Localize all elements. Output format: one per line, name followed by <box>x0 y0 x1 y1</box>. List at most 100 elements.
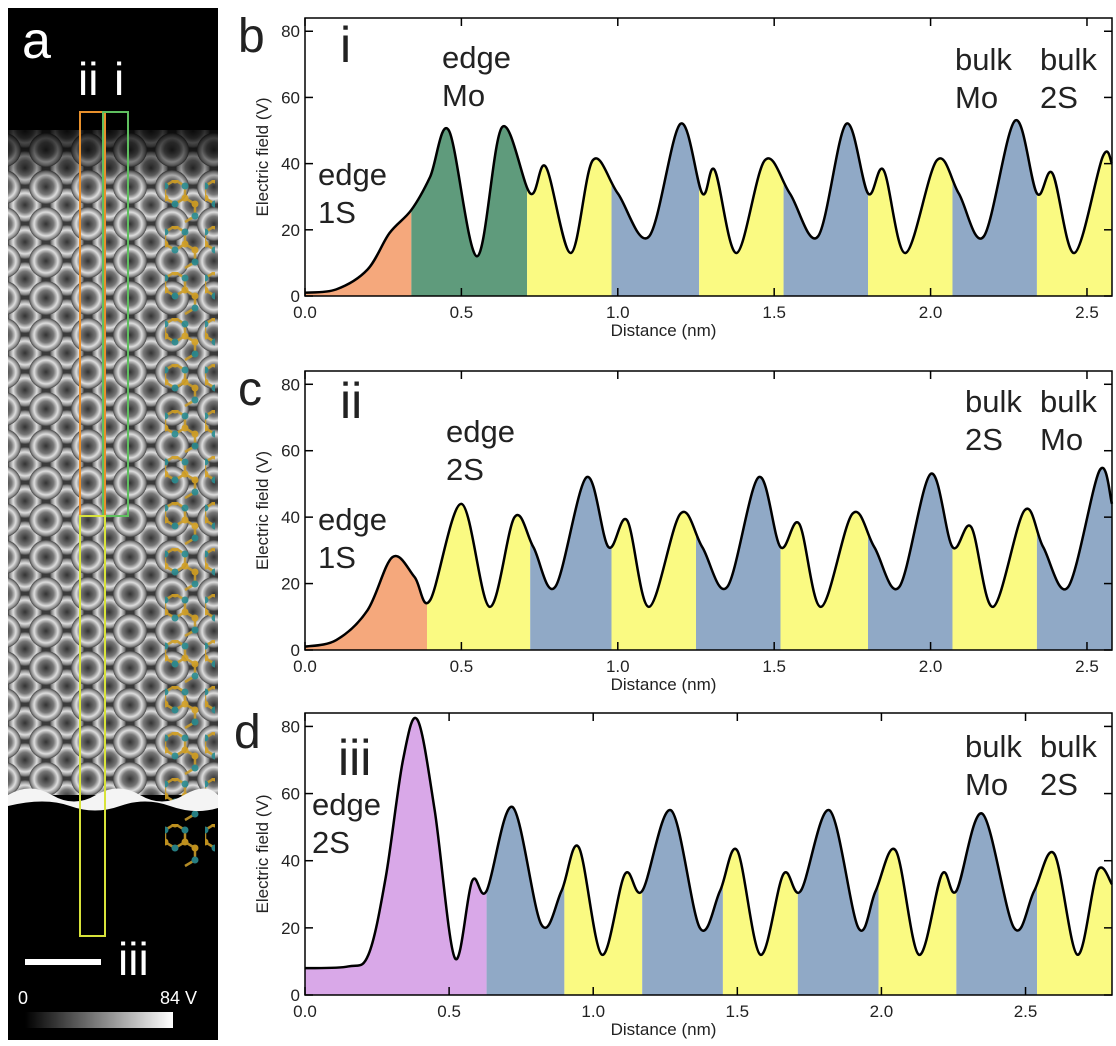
y-tick-label: 0 <box>291 287 300 306</box>
y-tick-label: 20 <box>281 221 300 240</box>
region-fill <box>878 848 957 995</box>
x-tick-label: 1.0 <box>606 303 630 322</box>
x-tick-label: 0.5 <box>437 1002 461 1021</box>
region-fill <box>783 123 869 296</box>
region-fill <box>956 813 1038 995</box>
map-fade <box>8 110 218 190</box>
region-fill <box>426 503 531 650</box>
region-fill <box>695 477 781 650</box>
panel-label: a <box>22 12 51 70</box>
y-axis-title: Electric field (V) <box>253 794 272 913</box>
x-tick-label: 0.5 <box>450 303 474 322</box>
annotation: bulk <box>1040 729 1097 764</box>
x-axis-title: Distance (nm) <box>611 321 717 340</box>
annotation: edge <box>318 502 387 537</box>
x-tick-label: 1.5 <box>726 1002 750 1021</box>
annotation: bulk <box>1040 384 1097 419</box>
y-tick-label: 60 <box>281 88 300 107</box>
x-tick-label: 2.0 <box>870 1002 894 1021</box>
annotation: edge <box>446 414 515 449</box>
y-tick-label: 80 <box>281 22 300 41</box>
region-label: i <box>114 53 124 105</box>
colorbar-label: 84 V <box>160 988 197 1008</box>
plot-frame <box>304 712 1113 996</box>
panel-label: c <box>238 363 262 416</box>
y-tick-label: 0 <box>291 986 300 1005</box>
box-i <box>102 111 129 517</box>
y-tick-label: 0 <box>291 641 300 660</box>
curve <box>304 716 1114 970</box>
chart: 0.0 0.5 1.0 1.5 2.0 2.5 0 20 40 60 80 Distance (nm)… <box>234 706 1114 1039</box>
annotation: bulk <box>965 384 1022 419</box>
region-fill <box>411 126 528 296</box>
region-fill <box>305 717 487 995</box>
x-tick-label: 2.0 <box>919 303 943 322</box>
y-tick-label: 60 <box>281 785 300 804</box>
region-label: iii <box>118 933 149 985</box>
plot-frame <box>304 370 1113 651</box>
annotation: edge <box>312 787 381 822</box>
y-tick-label: 20 <box>281 575 300 594</box>
curve <box>304 119 1114 294</box>
x-tick-label: 0.0 <box>293 1002 317 1021</box>
annotation: Mo <box>442 78 485 113</box>
x-tick-label: 1.0 <box>606 657 630 676</box>
y-tick-label: 40 <box>281 852 300 871</box>
x-tick-label: 2.5 <box>1075 657 1099 676</box>
y-axis-title: Electric field (V) <box>253 97 272 216</box>
x-tick-label: 0.5 <box>450 657 474 676</box>
region-fill <box>486 806 565 995</box>
region-fill <box>952 508 1037 650</box>
annotation: 2S <box>965 422 1003 457</box>
region-fill <box>868 473 953 650</box>
panel-label: b <box>238 10 265 63</box>
x-tick-label: 0.0 <box>293 303 317 322</box>
annotation: 1S <box>318 540 356 575</box>
trace-label: iii <box>338 730 371 786</box>
annotation: edge <box>318 157 387 192</box>
y-tick-label: 80 <box>281 375 300 394</box>
region-fill <box>952 120 1037 296</box>
trace-label: ii <box>340 373 362 429</box>
region-fill <box>780 511 869 650</box>
atom-model <box>165 180 215 870</box>
y-tick-label: 40 <box>281 508 300 527</box>
region-fill <box>1036 467 1112 650</box>
annotation: 2S <box>312 825 350 860</box>
region-fill <box>530 477 612 650</box>
annotation: Mo <box>1040 422 1083 457</box>
trace-label: i <box>340 17 351 73</box>
annotation: 2S <box>1040 80 1078 115</box>
plot-frame <box>304 17 1113 297</box>
annotation: bulk <box>965 729 1022 764</box>
region-fill <box>611 123 700 296</box>
x-tick-label: 1.5 <box>762 303 786 322</box>
region-fill <box>305 555 427 650</box>
region-fill <box>527 158 612 296</box>
y-tick-label: 40 <box>281 155 300 174</box>
annotation: Mo <box>955 80 998 115</box>
curve <box>304 466 1114 648</box>
x-tick-label: 1.0 <box>581 1002 605 1021</box>
annotation: bulk <box>955 42 1012 77</box>
annotation: edge <box>442 40 511 75</box>
region-fill <box>642 810 723 995</box>
y-tick-label: 20 <box>281 919 300 938</box>
x-axis-title: Distance (nm) <box>611 675 717 694</box>
x-axis-title: Distance (nm) <box>611 1020 717 1039</box>
region-fill <box>305 209 412 296</box>
colorbar <box>25 1012 173 1028</box>
annotation: Mo <box>965 767 1008 802</box>
region-fill <box>722 848 798 995</box>
annotation: 2S <box>1040 767 1078 802</box>
region-fill <box>797 810 879 995</box>
annotation: bulk <box>1040 42 1097 77</box>
region-fill <box>1037 852 1112 995</box>
box-iii <box>79 515 106 937</box>
x-tick-label: 1.5 <box>762 657 786 676</box>
panel-a: a ii i iii 0 84 V <box>8 8 218 1040</box>
chart: 0.0 0.5 1.0 1.5 2.0 2.5 0 20 40 60 80 Distance (nm)… <box>238 363 1114 694</box>
colorbar-label: 0 <box>18 988 28 1008</box>
x-tick-label: 0.0 <box>293 657 317 676</box>
